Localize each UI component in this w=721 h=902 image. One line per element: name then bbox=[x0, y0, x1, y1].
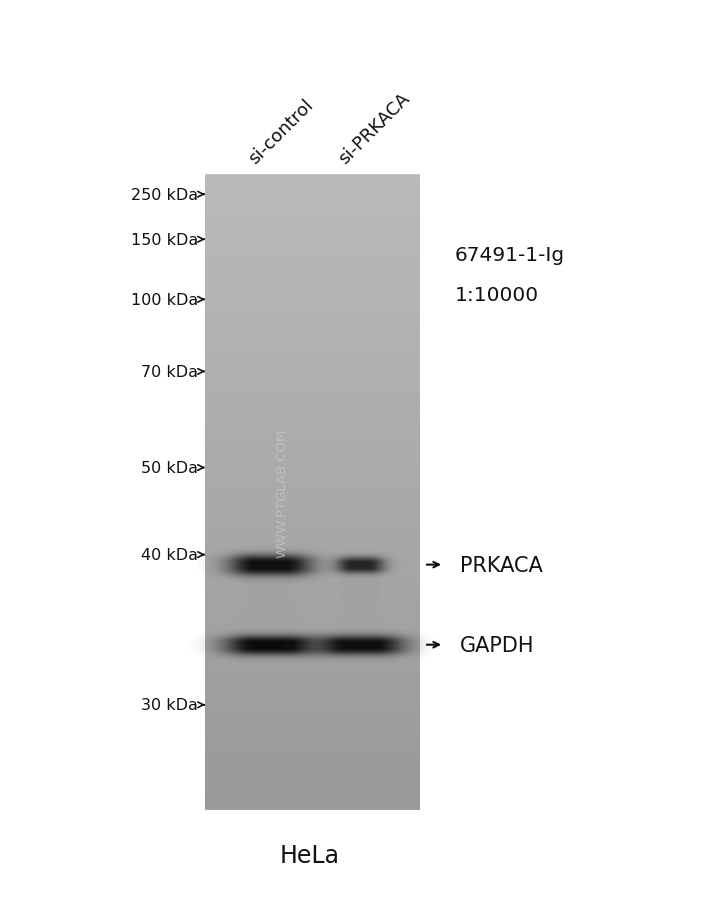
Text: 1:10000: 1:10000 bbox=[455, 286, 539, 305]
Text: 250 kDa: 250 kDa bbox=[131, 188, 198, 202]
Text: si-control: si-control bbox=[245, 97, 317, 168]
Text: PRKACA: PRKACA bbox=[460, 555, 543, 575]
Text: 50 kDa: 50 kDa bbox=[141, 461, 198, 475]
Text: 70 kDa: 70 kDa bbox=[141, 364, 198, 380]
Text: 67491-1-Ig: 67491-1-Ig bbox=[455, 245, 565, 264]
Text: 40 kDa: 40 kDa bbox=[141, 548, 198, 563]
Text: 100 kDa: 100 kDa bbox=[131, 292, 198, 308]
Text: 30 kDa: 30 kDa bbox=[141, 697, 198, 713]
Text: 150 kDa: 150 kDa bbox=[131, 233, 198, 247]
Text: GAPDH: GAPDH bbox=[460, 635, 534, 655]
Text: HeLa: HeLa bbox=[280, 843, 340, 867]
Text: WWW.PTGLAB.COM: WWW.PTGLAB.COM bbox=[276, 428, 289, 557]
Text: si-PRKACA: si-PRKACA bbox=[335, 90, 414, 168]
